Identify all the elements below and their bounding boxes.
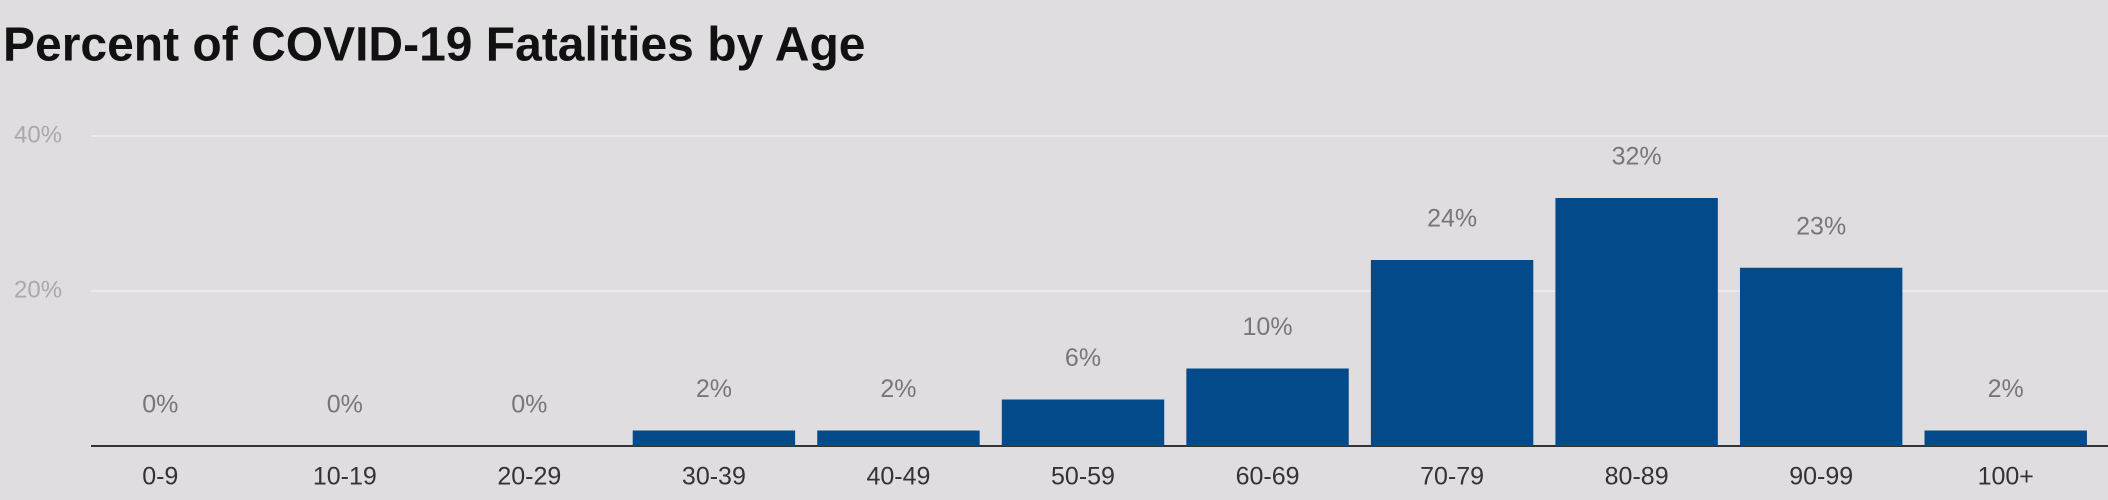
x-tick-label: 10-19 bbox=[313, 463, 377, 491]
bar bbox=[1001, 399, 1165, 446]
x-tick-label: 70-79 bbox=[1420, 463, 1484, 491]
bar bbox=[817, 430, 980, 446]
x-tick-label: 40-49 bbox=[866, 463, 930, 491]
y-tick-label: 20% bbox=[14, 276, 62, 303]
value-label: 6% bbox=[1065, 344, 1101, 372]
value-label: 24% bbox=[1427, 205, 1477, 233]
bar bbox=[1370, 260, 1534, 446]
value-label: 0% bbox=[142, 391, 178, 419]
x-tick-label: 20-29 bbox=[497, 463, 561, 491]
value-label: 2% bbox=[1988, 375, 2024, 403]
x-tick-label: 100+ bbox=[1978, 463, 2034, 491]
x-tick-label: 90-99 bbox=[1789, 463, 1853, 491]
value-label: 32% bbox=[1612, 143, 1662, 171]
x-tick-label: 30-39 bbox=[682, 463, 746, 491]
value-label: 0% bbox=[511, 391, 547, 419]
y-tick-label: 40% bbox=[14, 121, 62, 148]
bar bbox=[1739, 267, 1903, 446]
value-label: 23% bbox=[1796, 212, 1846, 240]
bar bbox=[1186, 368, 1349, 446]
chart-title: Percent of COVID-19 Fatalities by Age bbox=[3, 19, 865, 72]
value-label: 0% bbox=[327, 391, 363, 419]
value-label: 10% bbox=[1243, 313, 1293, 341]
value-label: 2% bbox=[696, 375, 732, 403]
x-tick-label: 0-9 bbox=[142, 463, 178, 491]
value-label: 2% bbox=[880, 375, 916, 403]
x-tick-label: 80-89 bbox=[1605, 463, 1669, 491]
bar bbox=[1924, 430, 2087, 446]
x-tick-label: 60-69 bbox=[1236, 463, 1300, 491]
bar bbox=[1555, 198, 1718, 446]
bar bbox=[632, 430, 796, 446]
x-tick-label: 50-59 bbox=[1051, 463, 1115, 491]
